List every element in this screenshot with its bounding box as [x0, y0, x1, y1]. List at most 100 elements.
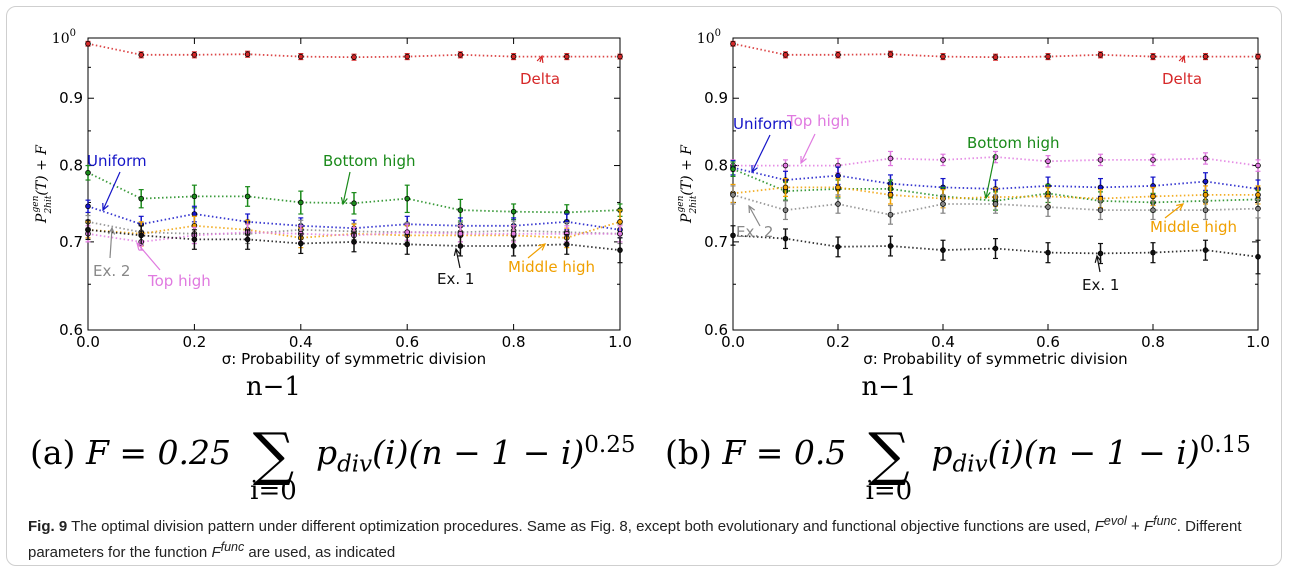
formula-a-sum-top: n−1: [245, 372, 301, 402]
annotation-label: Uniform: [87, 152, 147, 170]
data-point: [1045, 204, 1051, 210]
data-point: [457, 243, 464, 249]
data-point: [297, 53, 304, 60]
data-point: [1202, 53, 1209, 60]
series-line: [732, 42, 1258, 59]
annotation-arrow: [751, 134, 771, 173]
series-line: [87, 205, 621, 231]
formula-a-sum-bottom: i=0: [250, 476, 297, 506]
series-line: [87, 220, 621, 239]
x-tick-label: 0.6: [1036, 333, 1060, 351]
data-point: [1097, 52, 1104, 58]
data-point: [1150, 207, 1156, 213]
data-point: [782, 162, 789, 169]
y-tick-label: 100: [52, 28, 76, 47]
y-tick-label: 0.6: [59, 321, 83, 339]
caption-f-func: F: [1143, 518, 1154, 535]
data-point: [1097, 207, 1104, 213]
data-point: [730, 232, 736, 239]
data-point: [404, 53, 411, 60]
data-point: [191, 52, 198, 58]
series-line: [87, 42, 620, 59]
series-line: [87, 231, 620, 243]
x-tick-label: 0.2: [182, 333, 206, 351]
formula-b-sub: div: [952, 451, 988, 478]
data-point: [1255, 253, 1261, 260]
y-tick-label: 0.7: [704, 233, 728, 251]
data-point: [782, 184, 789, 191]
data-point: [887, 211, 894, 218]
data-point: [730, 192, 736, 198]
data-point: [887, 51, 894, 58]
data-point: [138, 52, 145, 58]
annotation-ex-2: Ex. 2: [736, 204, 773, 241]
data-point: [730, 166, 736, 172]
y-tick-label: 0.7: [59, 233, 83, 251]
data-point: [1202, 155, 1209, 162]
annotation-middle-high: Middle high: [1150, 203, 1237, 236]
caption-text-3: are used, as indicated: [244, 544, 396, 561]
annotation-ex-2: Ex. 2: [93, 226, 130, 280]
annotation-top-high: Top high: [136, 241, 211, 290]
caption-f-evol: F: [1094, 518, 1104, 535]
figure-caption: Fig. 9 The optimal division pattern unde…: [28, 511, 1268, 563]
data-point: [1097, 157, 1104, 163]
formula-b-body: p: [931, 433, 953, 472]
y-tick-label: 0.8: [704, 157, 728, 175]
data-point: [510, 208, 517, 215]
data-point: [782, 207, 789, 213]
data-point: [351, 239, 357, 245]
data-point: [730, 40, 736, 47]
annotation-label: Ex. 2: [736, 223, 773, 241]
formula-a-lhs: F = 0.25: [85, 433, 231, 472]
data-point: [835, 201, 841, 207]
x-axis-label: σ: Probability of symmetric division: [222, 350, 486, 368]
annotation-arrow: [1164, 203, 1184, 219]
data-point: [1150, 53, 1156, 60]
caption-f-func2-sup: func: [220, 540, 245, 554]
figure-plots: 0.0 0.2 0.4 0.6 0.8 1.0 0.6 0.7 0.8 0.9 100 σ: Prob…: [31, 28, 1270, 368]
annotation-arrow: [1096, 255, 1101, 273]
chart-panel-b: 0.0 0.2 0.4 0.6 0.8 1.0 0.6 0.7 0.8 0.9 100 σ: Prob…: [676, 28, 1270, 368]
data-point: [940, 201, 946, 207]
x-tick-label: 0.4: [289, 333, 313, 351]
data-point: [1045, 249, 1051, 256]
annotation-label: Top high: [786, 112, 850, 130]
data-point: [457, 230, 464, 237]
annotation-top-high: Top high: [786, 112, 850, 165]
annotation-arrow: [527, 243, 546, 259]
data-point: [887, 192, 894, 198]
x-tick-label: 1.0: [1246, 333, 1270, 351]
caption-f-func2: F: [211, 544, 221, 561]
data-point: [1202, 247, 1209, 253]
caption-fig-label: Fig. 9: [28, 518, 68, 535]
annotation-label: Bottom high: [323, 152, 416, 170]
series-delta: [85, 40, 623, 61]
x-tick-label: 0.4: [931, 333, 955, 351]
data-point: [404, 195, 411, 202]
formula-b-sum: n−1 ∑ i=0: [857, 372, 921, 506]
data-point: [617, 53, 623, 60]
formula-a-rest: (i)(n − 1 − i): [372, 433, 585, 472]
y-tick-label: 0.9: [704, 89, 728, 107]
data-point: [782, 235, 789, 242]
data-point: [351, 54, 357, 60]
data-point: [1255, 162, 1261, 169]
data-point: [191, 236, 198, 243]
data-point: [1202, 178, 1209, 185]
data-point: [1255, 205, 1261, 212]
caption-f-func-sup: func: [1153, 514, 1177, 528]
formula-b-sum-top: n−1: [861, 372, 917, 402]
data-point: [404, 229, 411, 235]
annotation-bottom-high: Bottom high: [323, 152, 416, 206]
annotation-arrow: [455, 248, 461, 269]
data-point: [351, 200, 357, 207]
series-line: [87, 228, 621, 251]
x-tick-label: 0.8: [1141, 333, 1165, 351]
data-point: [1150, 157, 1156, 163]
data-point: [887, 243, 894, 249]
data-point: [1255, 192, 1261, 198]
series-delta: [730, 40, 1261, 61]
annotation-arrow: [109, 227, 113, 259]
formula-a: (a) F = 0.25 n−1 ∑ i=0 pdiv(i)(n − 1 − i…: [30, 372, 636, 506]
